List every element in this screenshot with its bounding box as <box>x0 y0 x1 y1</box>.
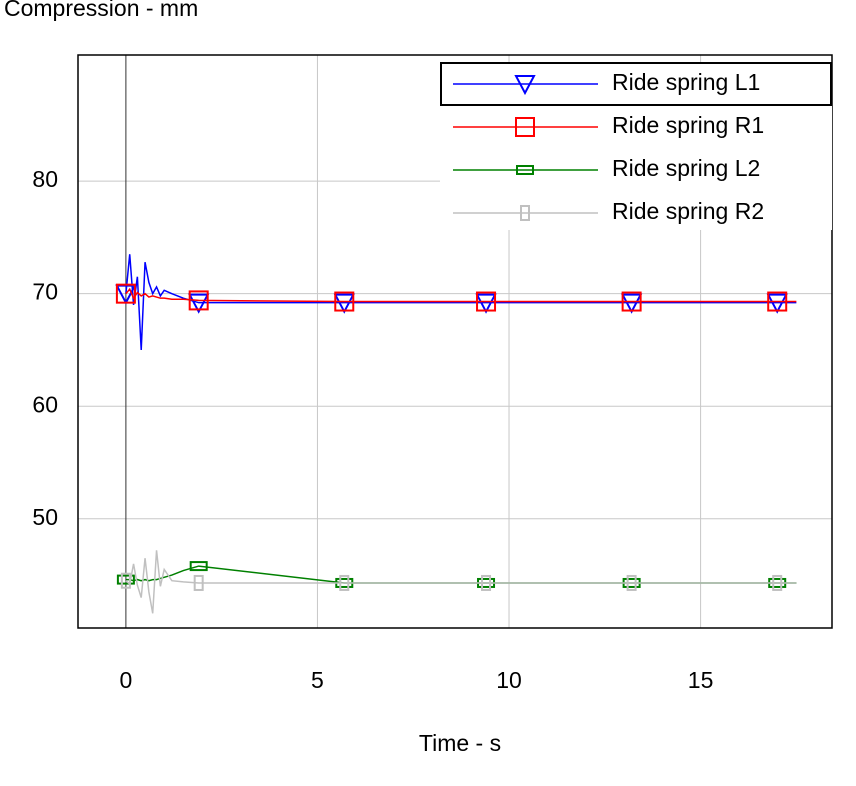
x-tick-label: 5 <box>311 667 324 693</box>
marker <box>621 291 642 312</box>
marker <box>188 290 209 311</box>
marker <box>115 283 136 304</box>
marker <box>514 75 536 96</box>
y-tick-label: 80 <box>32 166 58 192</box>
legend-label: Ride spring L2 <box>612 155 760 181</box>
marker <box>334 291 355 312</box>
marker <box>188 293 210 314</box>
chart-title: Compression - mm <box>4 0 198 21</box>
marker <box>120 572 131 589</box>
marker <box>339 574 350 591</box>
marker <box>772 574 783 591</box>
legend: Ride spring L1 Ride spring R1 Ride spring … <box>440 62 832 230</box>
x-axis-label: Time - s <box>419 730 501 756</box>
series-line <box>125 254 797 350</box>
series <box>115 283 797 312</box>
y-tick-label: 60 <box>32 391 58 417</box>
y-tick-label: 70 <box>32 279 58 305</box>
legend-label: Ride spring R1 <box>612 112 764 138</box>
x-tick-label: 10 <box>496 667 522 693</box>
marker <box>333 293 355 314</box>
marker <box>767 291 788 312</box>
marker <box>520 205 530 221</box>
marker <box>516 165 534 175</box>
marker <box>193 574 204 591</box>
x-tick-label: 0 <box>119 667 132 693</box>
marker <box>475 293 497 314</box>
y-tick-label: 50 <box>32 504 58 530</box>
legend-box <box>440 62 832 230</box>
series <box>115 254 797 350</box>
legend-selection <box>440 62 832 106</box>
marker <box>189 561 208 572</box>
plot-frame <box>77 54 833 629</box>
x-tick-label: 15 <box>688 667 714 693</box>
series <box>120 550 797 614</box>
marker <box>620 293 643 314</box>
marker <box>515 117 535 137</box>
marker <box>481 574 492 591</box>
marker <box>766 293 788 314</box>
legend-label: Ride spring L1 <box>612 69 760 95</box>
series-line <box>125 550 797 614</box>
series-line <box>125 287 797 303</box>
marker <box>476 291 497 312</box>
marker <box>116 574 135 585</box>
legend-label: Ride spring R2 <box>612 198 764 224</box>
series-line <box>125 565 797 584</box>
marker <box>626 574 637 591</box>
